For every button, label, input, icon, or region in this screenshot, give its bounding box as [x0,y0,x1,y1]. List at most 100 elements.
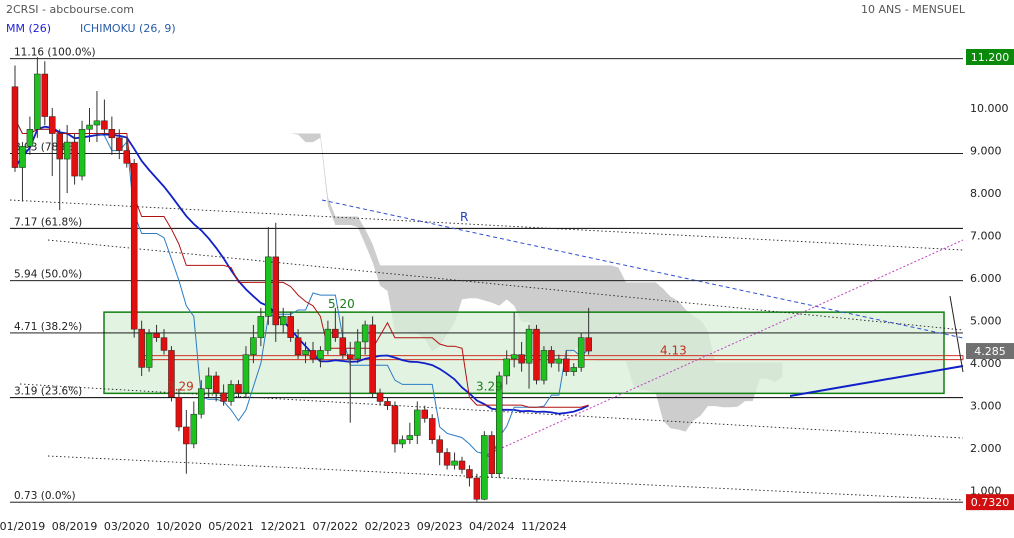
candle [49,108,56,177]
candle [563,350,570,376]
candle-up-body [34,73,41,130]
candle-down-body [458,460,466,470]
candle [227,380,235,406]
candle-down-body [56,133,63,160]
candle [26,116,34,155]
candle-down-body [11,86,19,168]
candle-down-body [548,350,555,364]
candle-up-body [26,129,34,147]
resistance-trendline [321,199,964,339]
candle [540,346,548,385]
indicator-ichimoku-label[interactable]: ICHIMOKU (26, 9) [80,22,176,35]
y-tick-label: 4.000 [970,357,1002,370]
candle-up-body [451,460,458,466]
candle-down-body [71,141,78,177]
candle [34,57,41,138]
candle-up-body [78,129,86,177]
x-tick-label: 12/2021 [260,520,306,533]
y-axis: 1.0002.0003.0004.0005.0006.0007.0008.000… [966,49,1014,511]
candle-down-body [220,392,227,402]
candle [78,120,86,181]
candle-down-body [428,418,436,440]
candle-down-body [585,337,592,352]
fib-label: 0.73 (0.0%) [14,490,76,502]
candle [428,414,436,444]
candle-down-body [384,401,391,406]
candle [533,324,540,385]
candle [317,346,324,368]
candle-down-body [436,439,443,453]
candle [488,431,496,478]
candle-up-body [198,388,205,415]
candle [153,324,160,342]
candle [436,435,443,466]
candle [525,324,533,389]
candle [71,133,78,185]
candle-up-body [250,337,257,355]
candle [347,341,354,423]
x-tick-label: 09/2023 [417,520,463,533]
candle [220,384,227,406]
candle [235,380,242,398]
fib-label: 4.71 (38.2%) [14,321,82,333]
candle-down-body [347,354,354,360]
candle-down-body [518,354,525,364]
candle-down-body [168,350,175,398]
x-tick-label: 11/2024 [521,520,567,533]
candle [294,329,302,359]
fib-label: 11.16 (100.0%) [14,47,96,59]
low-price-badge-bg [966,494,1014,511]
candle [406,422,414,444]
steep-trendline [949,295,964,373]
candle-down-body [533,328,540,381]
candle [123,137,130,168]
candle [577,333,585,372]
candle-down-body [309,350,317,360]
candle [510,312,518,368]
candle [160,329,168,355]
channel-dotted-line [9,199,964,251]
candle-down-body [466,469,473,479]
candle [518,341,525,372]
candle-down-body [294,337,302,355]
low-price-badge: 0.7320 [971,496,1010,509]
candle-up-body [190,413,198,445]
candle-down-body [130,163,138,330]
y-tick-label: 2.000 [970,442,1002,455]
candle [339,316,347,359]
candle [369,316,376,398]
candle [101,99,108,134]
candle [11,65,19,172]
candle-down-body [116,137,123,151]
candle-up-body [503,358,510,377]
channel-dotted-line [47,239,964,331]
candle [86,108,93,143]
zone-bottom-label: 3.29 [476,379,503,393]
candle [399,435,406,449]
candle-up-body [302,350,309,355]
candle [63,125,71,194]
candle-down-body [563,358,570,372]
candle [361,320,369,355]
fib-label: 7.17 (61.8%) [14,216,82,228]
rising-trendline [483,239,964,457]
candle-down-body [272,256,279,326]
candle-down-body [391,405,399,445]
candle-down-body [488,435,496,474]
indicator-ma-label[interactable]: MM (26) [6,22,51,35]
candle-up-body [496,375,503,474]
candle-down-body [123,150,130,164]
candle-down-body [369,324,376,394]
candle-down-body [473,477,481,500]
x-tick-label: 02/2023 [365,520,411,533]
x-axis: 01/2019 08/2019 03/2020 10/2020 05/2021 12/20… [0,520,567,533]
candle [138,320,145,376]
level-413-label: 4.13 [660,344,687,358]
candle-up-body [354,341,361,360]
chart-period-label: 10 ANS - MENSUEL [861,3,966,16]
candle-up-body [577,337,585,368]
y-tick-label: 7.000 [970,230,1002,243]
candle [116,129,123,160]
last-price-badge-bg [966,343,1014,360]
candle [302,341,309,364]
